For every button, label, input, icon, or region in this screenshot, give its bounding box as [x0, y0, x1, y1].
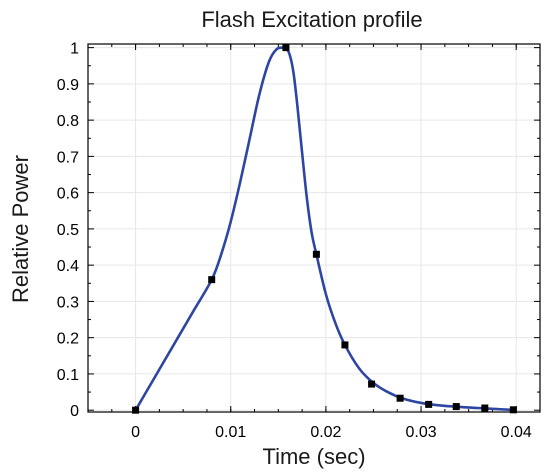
- y-tick-label: 0.3: [57, 294, 79, 311]
- data-point-marker: [452, 403, 460, 411]
- chart-title: Flash Excitation profile: [201, 7, 422, 32]
- x-tick-label: 0.02: [310, 424, 341, 441]
- y-tick-label: 0: [70, 403, 79, 420]
- data-point-marker: [312, 250, 320, 258]
- y-tick-label: 0.1: [57, 367, 79, 384]
- data-series-line: [134, 45, 512, 412]
- y-tick-label: 0.7: [57, 149, 79, 166]
- plot-area: [87, 43, 541, 413]
- x-tick-label: 0.01: [215, 424, 246, 441]
- data-point-marker: [282, 44, 290, 52]
- data-markers: [132, 44, 517, 414]
- data-point-marker: [425, 400, 433, 408]
- data-point-marker: [368, 380, 376, 388]
- x-tick-label: 0.03: [405, 424, 436, 441]
- y-tick-label: 0.2: [57, 331, 79, 348]
- data-point-marker: [132, 406, 140, 414]
- data-point-marker: [481, 404, 489, 412]
- y-tick-label: 0.5: [57, 222, 79, 239]
- y-axis-label: Relative Power: [8, 155, 33, 303]
- grid: [88, 44, 540, 412]
- data-point-marker: [208, 276, 216, 284]
- y-tick-label: 0.4: [57, 258, 79, 275]
- data-point-marker: [396, 394, 404, 402]
- x-tick-label: 0.04: [501, 424, 532, 441]
- x-tick-labels: 0 0.01 0.02 0.03 0.04: [131, 424, 532, 441]
- ticks: [87, 44, 541, 412]
- data-point-marker: [509, 406, 517, 414]
- data-point-marker: [341, 341, 349, 349]
- x-axis-label: Time (sec): [262, 444, 365, 469]
- x-tick-label: 0: [131, 424, 140, 441]
- y-tick-label: 0.8: [57, 113, 79, 130]
- y-tick-label: 1: [70, 41, 79, 58]
- y-tick-labels: 0 0.1 0.2 0.3 0.4 0.5 0.6 0.7 0.8 0.9 1: [57, 41, 79, 421]
- y-tick-label: 0.6: [57, 186, 79, 203]
- y-tick-label: 0.9: [57, 77, 79, 94]
